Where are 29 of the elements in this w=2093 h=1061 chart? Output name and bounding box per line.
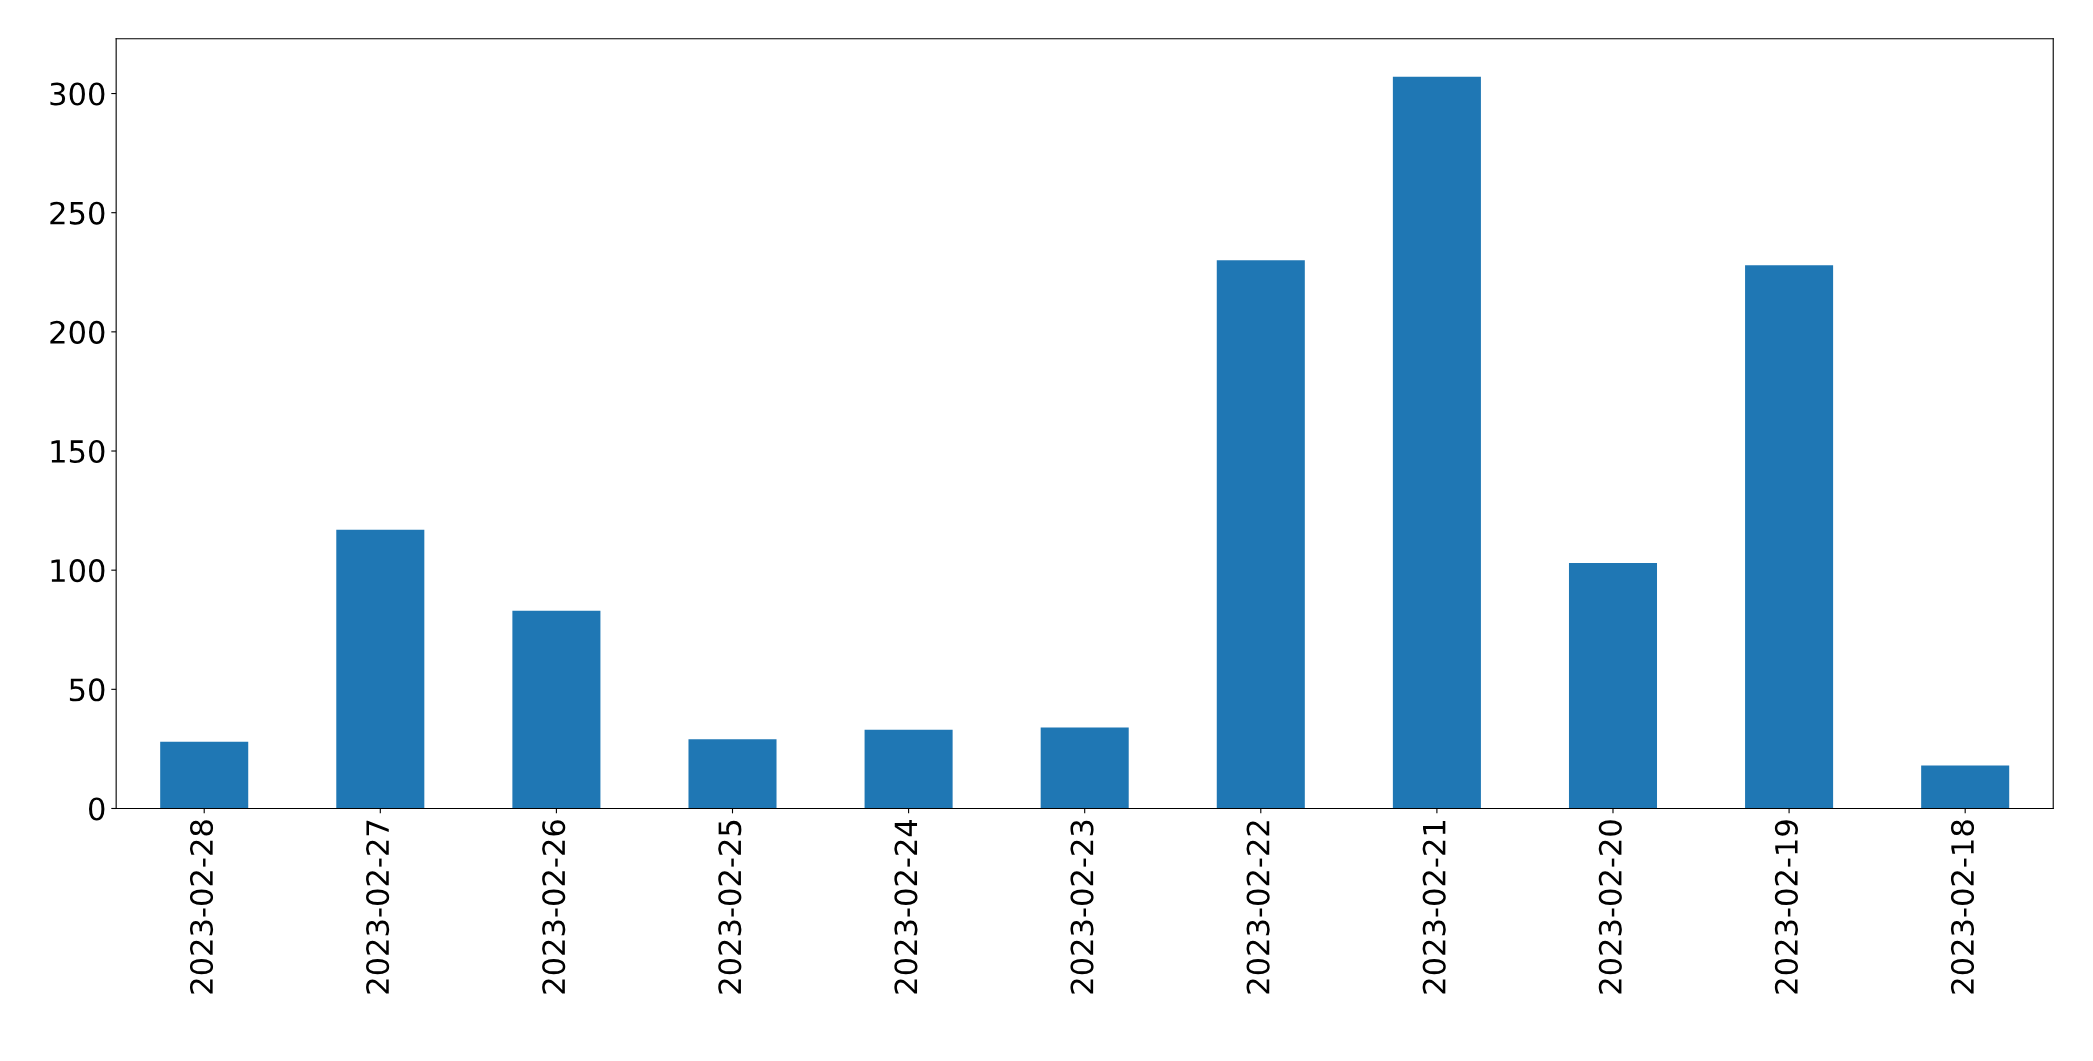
y-tick-label: 300 bbox=[50, 82, 105, 106]
bar bbox=[336, 529, 425, 809]
bar bbox=[512, 610, 601, 809]
y-tick-label: 0 bbox=[89, 797, 105, 821]
x-tick-label: 2023-02-18 bbox=[1950, 820, 1975, 994]
x-tick-label: 2023-02-19 bbox=[1774, 820, 1798, 994]
x-tick-label: 2023-02-21 bbox=[1422, 821, 1446, 994]
x-tick-label: 2023-02-24 bbox=[894, 819, 918, 994]
y-tick-label: 200 bbox=[50, 320, 105, 344]
y-tick-label: 50 bbox=[69, 678, 105, 702]
bar bbox=[1745, 265, 1834, 809]
x-tick-label: 2023-02-27 bbox=[366, 820, 390, 994]
bar bbox=[1921, 765, 2010, 809]
bar bbox=[1392, 76, 1481, 809]
bar bbox=[864, 729, 953, 809]
x-tick-label: 2023-02-25 bbox=[718, 820, 742, 994]
bar bbox=[1040, 727, 1129, 809]
bar bbox=[1216, 260, 1305, 809]
x-tick-label: 2023-02-22 bbox=[1246, 821, 1270, 994]
y-tick-label: 100 bbox=[51, 559, 105, 583]
x-tick-label: 2023-02-20 bbox=[1598, 820, 1622, 994]
bar bbox=[688, 739, 777, 809]
bar bbox=[160, 741, 249, 809]
x-tick-label: 2023-02-23 bbox=[1070, 820, 1094, 994]
bar bbox=[1568, 563, 1658, 809]
x-tick-label: 2023-02-28 bbox=[189, 820, 214, 994]
y-tick-label: 150 bbox=[51, 439, 105, 464]
x-tick-label: 2023-02-26 bbox=[542, 820, 566, 994]
y-tick-label: 250 bbox=[50, 201, 105, 225]
